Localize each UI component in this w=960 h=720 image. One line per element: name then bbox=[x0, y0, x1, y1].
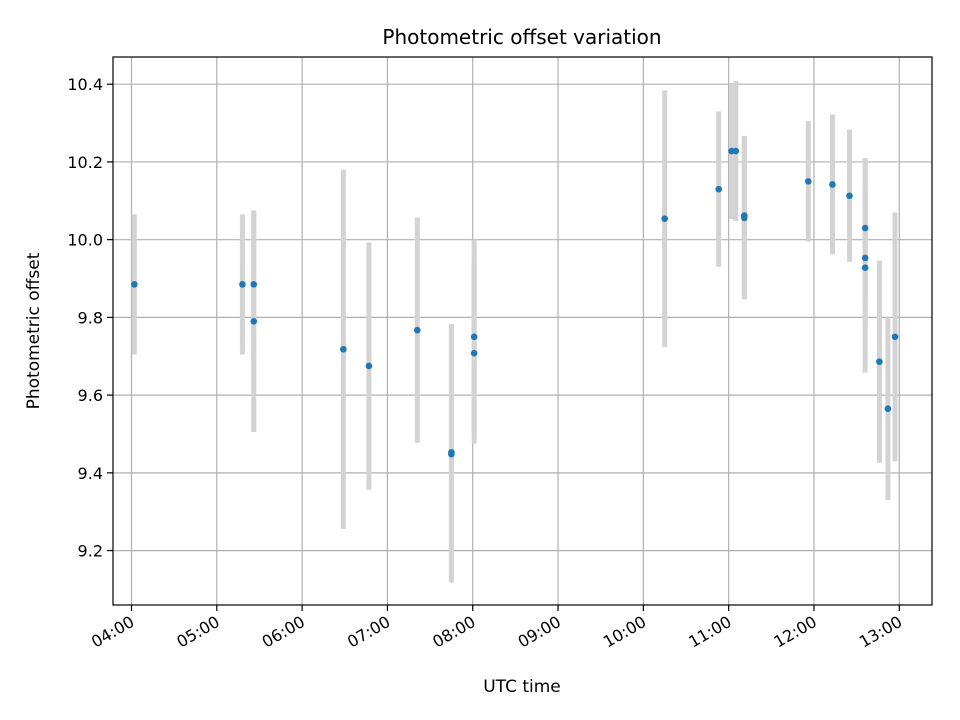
data-point bbox=[804, 178, 812, 185]
y-tick-label: 9.6 bbox=[78, 386, 103, 405]
y-axis-ticks: 9.2 9.4 9.6 9.8 10.0 10.2 10.4 bbox=[67, 75, 113, 561]
data-point bbox=[884, 405, 892, 413]
data-point bbox=[470, 349, 478, 357]
grid bbox=[113, 57, 932, 605]
x-tick-label: 09:00 bbox=[515, 612, 564, 652]
x-tick-label: 11:00 bbox=[685, 612, 734, 652]
x-tick-label: 08:00 bbox=[429, 612, 478, 652]
x-tick-label: 05:00 bbox=[173, 612, 222, 652]
data-point bbox=[250, 281, 258, 288]
y-tick-label: 9.2 bbox=[78, 542, 103, 561]
x-tick-label: 04:00 bbox=[88, 612, 137, 652]
y-tick-label: 10.0 bbox=[67, 231, 103, 250]
y-tick-label: 10.2 bbox=[67, 153, 103, 172]
error-bars bbox=[131, 81, 898, 583]
data-point bbox=[732, 147, 740, 155]
data-point bbox=[861, 254, 869, 262]
data-point bbox=[239, 281, 246, 288]
data-point bbox=[829, 181, 836, 188]
data-point bbox=[470, 333, 478, 341]
data-point bbox=[340, 345, 347, 353]
data-point bbox=[891, 333, 899, 341]
x-tick-label: 13:00 bbox=[856, 612, 905, 652]
data-point bbox=[365, 362, 373, 370]
y-tick-label: 9.4 bbox=[78, 464, 103, 483]
x-tick-label: 10:00 bbox=[600, 612, 649, 652]
x-tick-label: 12:00 bbox=[771, 612, 820, 652]
data-point bbox=[131, 281, 138, 288]
y-tick-label: 10.4 bbox=[67, 75, 103, 94]
data-point bbox=[861, 264, 869, 271]
data-point bbox=[413, 326, 421, 334]
x-axis-ticks: 04:00 05:00 06:00 07:00 08:00 09:00 10:00 11:00… bbox=[88, 605, 905, 652]
data-point bbox=[715, 185, 723, 193]
chart-title: Photometric offset variation bbox=[382, 25, 661, 49]
x-axis-label: UTC time bbox=[483, 677, 561, 697]
data-point bbox=[661, 215, 668, 222]
data-point bbox=[876, 358, 883, 366]
data-point bbox=[250, 317, 258, 325]
x-tick-label: 07:00 bbox=[344, 612, 393, 652]
data-points bbox=[131, 147, 899, 458]
data-point bbox=[448, 450, 455, 458]
data-point bbox=[741, 214, 748, 222]
data-point bbox=[861, 224, 869, 232]
plot-frame bbox=[112, 56, 933, 606]
y-tick-label: 9.8 bbox=[78, 308, 103, 327]
data-point bbox=[846, 192, 853, 200]
x-tick-label: 06:00 bbox=[259, 612, 308, 652]
y-axis-label: Photometric offset bbox=[24, 252, 44, 409]
